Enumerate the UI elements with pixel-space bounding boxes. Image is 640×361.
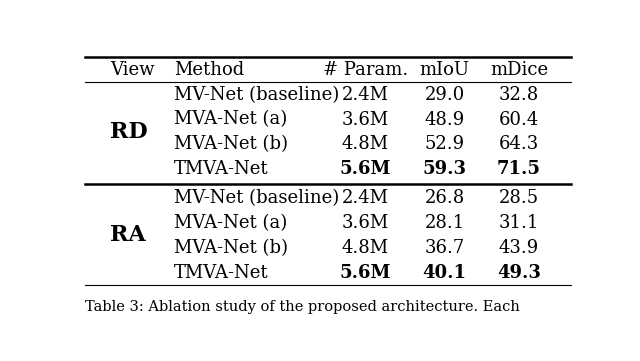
Text: 48.9: 48.9	[424, 110, 465, 129]
Text: 43.9: 43.9	[499, 239, 539, 257]
Text: 36.7: 36.7	[424, 239, 465, 257]
Text: mDice: mDice	[490, 61, 548, 79]
Text: 28.5: 28.5	[499, 189, 539, 207]
Text: 5.6M: 5.6M	[339, 160, 391, 178]
Text: 26.8: 26.8	[424, 189, 465, 207]
Text: Table 3: Ablation study of the proposed architecture. Each: Table 3: Ablation study of the proposed …	[85, 300, 520, 314]
Text: 2.4M: 2.4M	[342, 86, 388, 104]
Text: MV-Net (baseline): MV-Net (baseline)	[174, 189, 339, 207]
Text: 49.3: 49.3	[497, 264, 541, 282]
Text: MVA-Net (b): MVA-Net (b)	[174, 239, 288, 257]
Text: 4.8M: 4.8M	[342, 239, 388, 257]
Text: 59.3: 59.3	[422, 160, 467, 178]
Text: 2.4M: 2.4M	[342, 189, 388, 207]
Text: MVA-Net (a): MVA-Net (a)	[174, 214, 287, 232]
Text: TMVA-Net: TMVA-Net	[174, 160, 269, 178]
Text: 3.6M: 3.6M	[342, 110, 389, 129]
Text: 71.5: 71.5	[497, 160, 541, 178]
Text: MVA-Net (a): MVA-Net (a)	[174, 110, 287, 129]
Text: TMVA-Net: TMVA-Net	[174, 264, 269, 282]
Text: 32.8: 32.8	[499, 86, 539, 104]
Text: 64.3: 64.3	[499, 135, 539, 153]
Text: 40.1: 40.1	[422, 264, 467, 282]
Text: View: View	[110, 61, 154, 79]
Text: Method: Method	[174, 61, 244, 79]
Text: MV-Net (baseline): MV-Net (baseline)	[174, 86, 339, 104]
Text: 4.8M: 4.8M	[342, 135, 388, 153]
Text: mIoU: mIoU	[419, 61, 470, 79]
Text: 28.1: 28.1	[424, 214, 465, 232]
Text: MVA-Net (b): MVA-Net (b)	[174, 135, 288, 153]
Text: # Param.: # Param.	[323, 61, 408, 79]
Text: RD: RD	[110, 121, 147, 143]
Text: 29.0: 29.0	[424, 86, 465, 104]
Text: 52.9: 52.9	[424, 135, 465, 153]
Text: RA: RA	[110, 225, 145, 247]
Text: 3.6M: 3.6M	[342, 214, 389, 232]
Text: 5.6M: 5.6M	[339, 264, 391, 282]
Text: 60.4: 60.4	[499, 110, 539, 129]
Text: 31.1: 31.1	[499, 214, 539, 232]
